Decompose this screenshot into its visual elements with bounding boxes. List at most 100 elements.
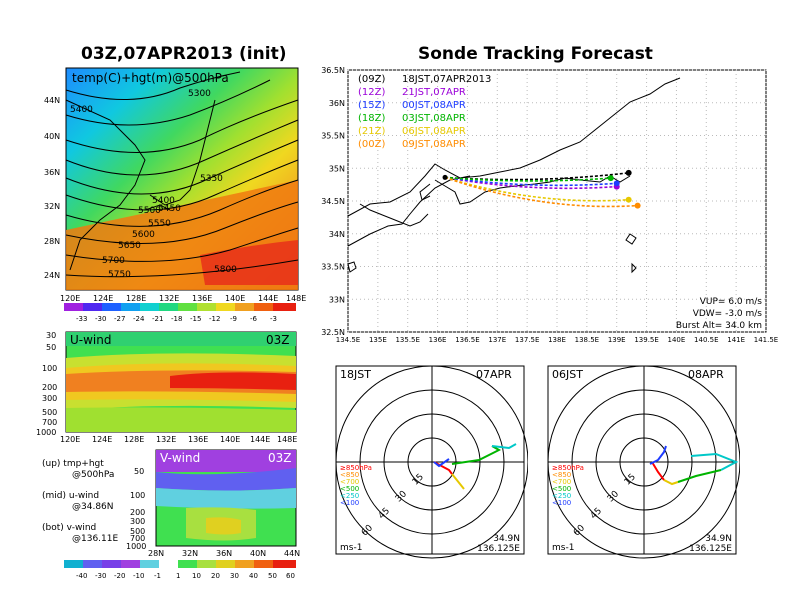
track-x-tick: 141.5E bbox=[754, 336, 778, 344]
track-end-point bbox=[625, 196, 632, 203]
track-line bbox=[444, 176, 638, 208]
hodo-legend-item: <250 bbox=[340, 492, 359, 500]
legend-left: (up) tmp+hgt @500hPa (mid) u-wind @34.86… bbox=[42, 459, 118, 545]
x-tick: 144E bbox=[250, 435, 270, 444]
param-vup: VUP= 6.0 m/s bbox=[700, 297, 763, 307]
hodo-legend-item: <500 bbox=[552, 485, 571, 493]
colorbar-label: -30 bbox=[95, 315, 106, 323]
colorbar-label: -12 bbox=[209, 315, 220, 323]
y-tick: 200 bbox=[42, 383, 57, 392]
hodo-lon: 136.125E bbox=[477, 544, 520, 554]
x-tick: 120E bbox=[60, 435, 80, 444]
colorbar-label: -6 bbox=[250, 315, 258, 323]
track-line bbox=[444, 176, 617, 187]
hodo-seg-100 bbox=[649, 445, 667, 465]
hodo-legend-item: <100 bbox=[552, 499, 571, 507]
colorbar-label: -18 bbox=[171, 315, 182, 323]
colorbar-label: 60 bbox=[286, 572, 295, 580]
hodo-legend-item: <700 bbox=[340, 478, 359, 486]
legend-mid-1: (mid) u-wind bbox=[42, 491, 100, 501]
track-y-tick: 36N bbox=[329, 99, 345, 108]
colorbar-label: -30 bbox=[95, 572, 106, 580]
colorbar-labels: -33 -30 -27 -24 -21 -18 -15 -12 -9 -6 -3 bbox=[76, 315, 277, 323]
v-wind-time: 03Z bbox=[268, 451, 292, 465]
v-wind-label: V-wind bbox=[160, 451, 200, 465]
legend-up-1: (up) tmp+hgt bbox=[42, 459, 104, 469]
colorbar-label: 20 bbox=[211, 572, 220, 580]
y-tick: 700 bbox=[42, 418, 57, 427]
track-y-tick: 33N bbox=[329, 295, 345, 304]
hodo-legend-item: <250 bbox=[552, 492, 571, 500]
track-x-tick: 136.5E bbox=[455, 336, 479, 344]
track-x-tick: 134.5E bbox=[336, 336, 360, 344]
legend-up-2: @500hPa bbox=[72, 470, 115, 480]
u-wind-label: U-wind bbox=[70, 333, 111, 347]
contour-label: 5750 bbox=[108, 270, 131, 280]
y-tick: 28N bbox=[44, 237, 60, 246]
track-end-point bbox=[634, 202, 641, 209]
legend-run: (21Z) bbox=[358, 126, 385, 137]
hodo-date: 07APR bbox=[476, 368, 512, 381]
hodo-date: 08APR bbox=[688, 368, 724, 381]
y-tick: 30 bbox=[46, 331, 56, 340]
contour-labels: 5300 5400 5350 5400 5450 5500 5550 5600 … bbox=[70, 89, 237, 280]
contour-label: 5450 bbox=[158, 204, 181, 214]
legend-run: (12Z) bbox=[358, 87, 385, 98]
legend-bot-1: (bot) v-wind bbox=[42, 523, 97, 533]
colorbar-swatches bbox=[64, 303, 296, 311]
y-tick: 700 bbox=[130, 534, 145, 543]
track-x-tick: 136E bbox=[429, 336, 447, 344]
y-tick: 500 bbox=[42, 408, 57, 417]
colorbar-label: -20 bbox=[114, 572, 125, 580]
track-x-tick: 137.5E bbox=[515, 336, 539, 344]
contour-label: 5300 bbox=[188, 89, 211, 99]
legend-time: 21JST,07APR bbox=[402, 87, 466, 98]
hodo-seg-850 bbox=[651, 461, 665, 481]
x-tick: 44N bbox=[284, 549, 300, 558]
y-tick: 100 bbox=[130, 491, 145, 500]
hodo-seg-700 bbox=[663, 479, 679, 486]
hodo-lon: 136.125E bbox=[689, 544, 732, 554]
temp-y-ticks: 44N 40N 36N 32N 28N 24N bbox=[44, 96, 60, 280]
track-x-tick: 140E bbox=[668, 336, 686, 344]
hodo-trace bbox=[649, 445, 739, 486]
y-tick: 50 bbox=[134, 467, 144, 476]
param-vdw: VDW= -3.0 m/s bbox=[693, 309, 763, 319]
hodo-legend-item: <100 bbox=[340, 499, 359, 507]
track-y-tick: 36.5N bbox=[321, 66, 345, 75]
u-wind-section: U-wind 03Z 30 50 100 200 300 500 700 100… bbox=[36, 331, 297, 444]
hodo-seg-100 bbox=[433, 458, 450, 468]
hodo-unit: ms-1 bbox=[552, 543, 574, 553]
colorbar-label: -9 bbox=[230, 315, 237, 323]
track-y-tick: 34.5N bbox=[321, 197, 345, 206]
hodo-lat: 34.9N bbox=[493, 534, 520, 544]
hodo-seg-250 bbox=[690, 452, 739, 471]
track-series bbox=[442, 169, 641, 209]
hodo-seg-500 bbox=[677, 469, 722, 483]
hodo-seg-850 bbox=[433, 461, 453, 475]
x-tick: 128E bbox=[124, 435, 144, 444]
y-tick: 500 bbox=[130, 527, 145, 536]
y-tick: 1000 bbox=[126, 542, 146, 551]
x-tick: 36N bbox=[216, 549, 232, 558]
hodograph-left: 18JST 07APR 15 30 45 60 ≥850hPa<850<700<… bbox=[335, 365, 528, 559]
legend-time: 18JST,07APR2013 bbox=[402, 74, 491, 85]
right-title: Sonde Tracking Forecast bbox=[418, 44, 653, 64]
hodo-seg-500 bbox=[451, 445, 502, 465]
x-tick: 28N bbox=[148, 549, 164, 558]
legend-bot-2: @136.11E bbox=[72, 534, 119, 544]
x-tick: 40N bbox=[250, 549, 266, 558]
contour-label: 5350 bbox=[200, 174, 223, 184]
track-x-tick: 139.5E bbox=[634, 336, 658, 344]
track-y-tick: 32.5N bbox=[321, 328, 345, 337]
contour-label: 5400 bbox=[70, 105, 93, 115]
track-x-tick: 135.5E bbox=[395, 336, 419, 344]
track-y-tick: 35N bbox=[329, 164, 345, 173]
track-end-point bbox=[613, 180, 620, 187]
colorbar-label: -15 bbox=[190, 315, 201, 323]
track-map: 36.5N 36N 35.5N 35N 34.5N 34N 33.5N 33N 32.5N 13… bbox=[321, 66, 778, 344]
track-params: VUP= 6.0 m/s VDW= -3.0 m/s Burst Alt= 34… bbox=[676, 297, 762, 331]
colorbar-label: -33 bbox=[76, 315, 87, 323]
track-x-tick: 137E bbox=[488, 336, 506, 344]
x-tick: 132E bbox=[156, 435, 176, 444]
